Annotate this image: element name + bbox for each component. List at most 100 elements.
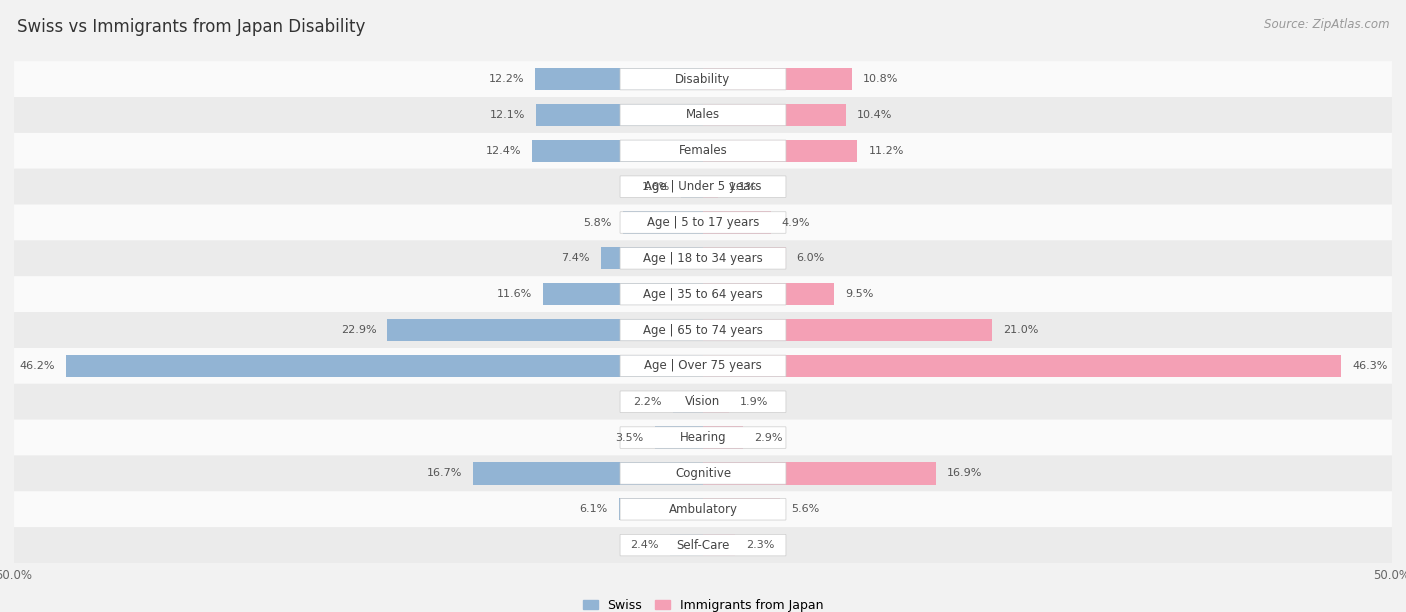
FancyBboxPatch shape <box>620 140 786 162</box>
Text: 5.8%: 5.8% <box>583 217 612 228</box>
Text: 11.2%: 11.2% <box>869 146 904 156</box>
FancyBboxPatch shape <box>620 534 786 556</box>
Bar <box>703 211 770 234</box>
Bar <box>703 176 718 198</box>
Bar <box>703 283 834 305</box>
Bar <box>703 247 786 269</box>
Text: 16.7%: 16.7% <box>426 468 461 479</box>
Text: 12.2%: 12.2% <box>488 74 524 84</box>
Bar <box>703 355 1341 377</box>
FancyBboxPatch shape <box>620 176 786 198</box>
FancyBboxPatch shape <box>620 499 786 520</box>
FancyBboxPatch shape <box>620 355 786 376</box>
FancyBboxPatch shape <box>620 69 786 90</box>
Bar <box>534 68 703 90</box>
Text: 10.4%: 10.4% <box>858 110 893 120</box>
Bar <box>703 319 993 341</box>
Text: 46.2%: 46.2% <box>20 361 55 371</box>
FancyBboxPatch shape <box>14 384 1392 420</box>
Text: 10.8%: 10.8% <box>863 74 898 84</box>
FancyBboxPatch shape <box>14 133 1392 169</box>
Text: 7.4%: 7.4% <box>561 253 591 263</box>
Text: Age | 5 to 17 years: Age | 5 to 17 years <box>647 216 759 229</box>
FancyBboxPatch shape <box>620 463 786 484</box>
Text: 12.1%: 12.1% <box>489 110 526 120</box>
Bar <box>672 390 703 413</box>
Bar <box>655 427 703 449</box>
FancyBboxPatch shape <box>620 391 786 412</box>
FancyBboxPatch shape <box>620 319 786 341</box>
FancyBboxPatch shape <box>14 241 1392 276</box>
Text: Ambulatory: Ambulatory <box>668 503 738 516</box>
Bar <box>703 534 735 556</box>
Bar <box>703 68 852 90</box>
Text: 16.9%: 16.9% <box>946 468 983 479</box>
FancyBboxPatch shape <box>14 276 1392 312</box>
Bar <box>66 355 703 377</box>
Bar <box>623 211 703 234</box>
Text: 3.5%: 3.5% <box>616 433 644 442</box>
Text: Hearing: Hearing <box>679 431 727 444</box>
Bar <box>703 104 846 126</box>
Bar <box>703 390 730 413</box>
Text: Cognitive: Cognitive <box>675 467 731 480</box>
FancyBboxPatch shape <box>620 248 786 269</box>
Text: 2.2%: 2.2% <box>633 397 662 407</box>
Text: 2.3%: 2.3% <box>745 540 775 550</box>
FancyBboxPatch shape <box>14 61 1392 97</box>
Text: Source: ZipAtlas.com: Source: ZipAtlas.com <box>1264 18 1389 31</box>
FancyBboxPatch shape <box>14 491 1392 527</box>
Text: Age | 65 to 74 years: Age | 65 to 74 years <box>643 324 763 337</box>
FancyBboxPatch shape <box>14 455 1392 491</box>
Bar <box>543 283 703 305</box>
Text: 21.0%: 21.0% <box>1004 325 1039 335</box>
Bar <box>619 498 703 520</box>
Text: Age | 18 to 34 years: Age | 18 to 34 years <box>643 252 763 265</box>
Text: 9.5%: 9.5% <box>845 289 873 299</box>
Text: 4.9%: 4.9% <box>782 217 810 228</box>
FancyBboxPatch shape <box>620 212 786 233</box>
FancyBboxPatch shape <box>14 204 1392 241</box>
FancyBboxPatch shape <box>14 420 1392 455</box>
Text: 1.9%: 1.9% <box>740 397 769 407</box>
Bar <box>472 462 703 485</box>
Text: Males: Males <box>686 108 720 121</box>
Text: Females: Females <box>679 144 727 157</box>
Text: 6.1%: 6.1% <box>579 504 607 514</box>
FancyBboxPatch shape <box>14 97 1392 133</box>
Legend: Swiss, Immigrants from Japan: Swiss, Immigrants from Japan <box>578 594 828 612</box>
Bar <box>703 140 858 162</box>
FancyBboxPatch shape <box>14 348 1392 384</box>
FancyBboxPatch shape <box>14 312 1392 348</box>
Text: 2.9%: 2.9% <box>754 433 783 442</box>
Bar <box>600 247 703 269</box>
Text: Age | Under 5 years: Age | Under 5 years <box>644 180 762 193</box>
Text: Disability: Disability <box>675 73 731 86</box>
FancyBboxPatch shape <box>14 527 1392 563</box>
Text: 46.3%: 46.3% <box>1353 361 1388 371</box>
Text: 1.1%: 1.1% <box>730 182 758 192</box>
Text: 2.4%: 2.4% <box>630 540 659 550</box>
Bar <box>703 498 780 520</box>
FancyBboxPatch shape <box>620 104 786 125</box>
Text: 6.0%: 6.0% <box>797 253 825 263</box>
Bar <box>531 140 703 162</box>
Bar <box>388 319 703 341</box>
FancyBboxPatch shape <box>620 427 786 449</box>
Text: 11.6%: 11.6% <box>496 289 531 299</box>
Bar <box>669 534 703 556</box>
Text: Swiss vs Immigrants from Japan Disability: Swiss vs Immigrants from Japan Disabilit… <box>17 18 366 36</box>
FancyBboxPatch shape <box>14 169 1392 204</box>
Text: Age | 35 to 64 years: Age | 35 to 64 years <box>643 288 763 300</box>
Text: Self-Care: Self-Care <box>676 539 730 551</box>
Bar <box>703 462 936 485</box>
Text: Vision: Vision <box>685 395 721 408</box>
Text: 22.9%: 22.9% <box>340 325 377 335</box>
Text: Age | Over 75 years: Age | Over 75 years <box>644 359 762 372</box>
Bar <box>703 427 742 449</box>
Text: 5.6%: 5.6% <box>792 504 820 514</box>
Bar <box>536 104 703 126</box>
Text: 1.6%: 1.6% <box>641 182 669 192</box>
FancyBboxPatch shape <box>620 283 786 305</box>
Bar <box>681 176 703 198</box>
